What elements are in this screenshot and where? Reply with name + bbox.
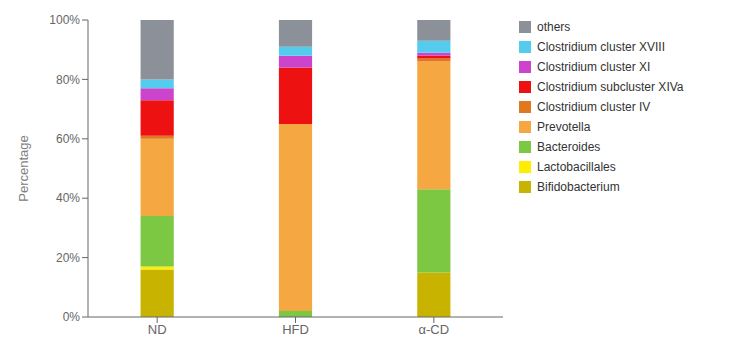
html-text:Bacteroides: Bacteroides	[537, 140, 601, 154]
svg-text:HFD: HFD	[282, 322, 309, 337]
html-text:Clostridium subcluster XIVa: Clostridium subcluster XIVa	[537, 80, 684, 94]
html-text:Clostridium cluster IV: Clostridium cluster IV	[537, 100, 651, 114]
svg-text:40%: 40%	[56, 191, 80, 205]
svg-text:0%: 0%	[63, 310, 81, 324]
html-text:Bifidobacterium: Bifidobacterium	[537, 180, 620, 194]
svg-text:Percentage: Percentage	[16, 135, 31, 202]
html-text:others: others	[537, 20, 571, 34]
svg-text:80%: 80%	[56, 73, 80, 87]
svg-text:100%: 100%	[49, 13, 80, 27]
svg-text:α-CD: α-CD	[419, 322, 450, 337]
html-text:Lactobacillales: Lactobacillales	[537, 160, 616, 174]
html-text:Clostridium cluster XVIII: Clostridium cluster XVIII	[537, 40, 665, 54]
html-text:Clostridium cluster XI: Clostridium cluster XI	[537, 60, 651, 74]
svg-text:60%: 60%	[56, 132, 80, 146]
svg-text:ND: ND	[148, 322, 167, 337]
html-text:Prevotella: Prevotella	[537, 120, 591, 134]
svg-text:20%: 20%	[56, 251, 80, 265]
